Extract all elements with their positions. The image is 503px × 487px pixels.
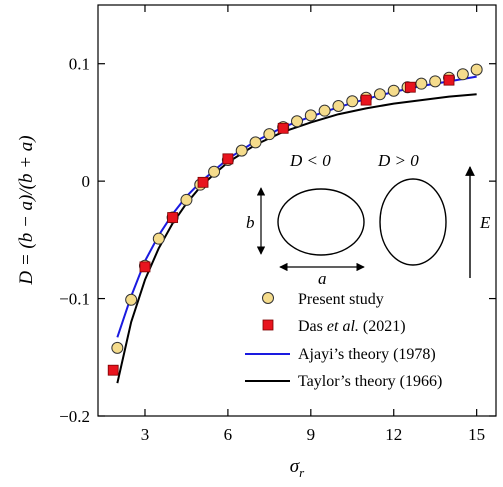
data-point-circle-22 [415,77,428,90]
y-axis-title: D = (b − a)/(b + a) [16,135,37,285]
plot-frame [97,4,497,417]
inset-schematic: D < 0 D > 0 b a E [246,151,491,288]
x-tick-label: 3 [141,425,150,444]
data-point-square-0 [107,364,119,376]
data-point-square-1 [139,261,151,273]
data-point-circle-3 [152,232,165,245]
data-point-circle-23 [429,75,442,88]
y-tick-label: −0.2 [59,407,90,426]
data-point-circle-0 [111,341,124,354]
legend-marker-present-study [262,292,274,304]
prolate-drop-shape [379,178,447,266]
data-marks [107,63,483,384]
data-point-circle-13 [291,115,303,128]
data-point-circle-26 [470,63,483,76]
legend-label-taylor: Taylor’s theory (1966) [298,373,442,390]
data-point-circle-5 [180,193,193,206]
data-point-square-6 [360,94,372,106]
data-point-square-5 [277,122,289,134]
data-point-circle-14 [304,109,317,122]
y-tick-label: 0.1 [69,55,90,74]
legend-marker-das [262,319,274,331]
y-tick-label: −0.1 [59,290,90,309]
x-tick-label: 6 [224,425,233,444]
data-point-circle-25 [456,68,469,81]
data-point-square-8 [443,74,455,86]
b-dimension-label: b [246,213,255,232]
legend: Present study Das et al. (2021) Ajayi’s … [245,291,442,390]
data-point-square-4 [222,153,234,165]
data-point-circle-9 [235,144,248,157]
data-point-circle-19 [373,88,386,101]
y-tick-label: 0 [82,172,91,191]
oblate-drop-shape [277,188,365,256]
data-point-circle-16 [332,99,345,112]
data-point-circle-17 [346,95,359,108]
x-tick-label: 12 [385,425,402,444]
axis-ticks: 3 6 9 12 15 −0.2 −0.1 0 0.1 [59,5,496,444]
data-point-square-7 [404,81,416,93]
data-point-circle-7 [208,165,221,178]
data-point-circle-20 [387,84,400,97]
data-point-square-3 [197,176,209,188]
legend-label-das: Das et al. (2021) [298,318,406,335]
x-tick-label: 15 [468,425,485,444]
data-point-circle-1 [125,293,138,306]
x-tick-label: 9 [307,425,316,444]
inset-label-negative: D < 0 [289,151,331,170]
a-dimension-label: a [318,269,327,288]
legend-label-present-study: Present study [298,291,384,308]
inset-label-positive: D > 0 [377,151,419,170]
data-point-square-2 [167,212,179,223]
data-point-circle-11 [263,128,276,141]
data-point-circle-10 [249,136,262,149]
legend-label-ajayi: Ajayi’s theory (1978) [298,346,436,363]
electric-field-label: E [479,213,491,232]
data-point-circle-15 [318,104,331,117]
